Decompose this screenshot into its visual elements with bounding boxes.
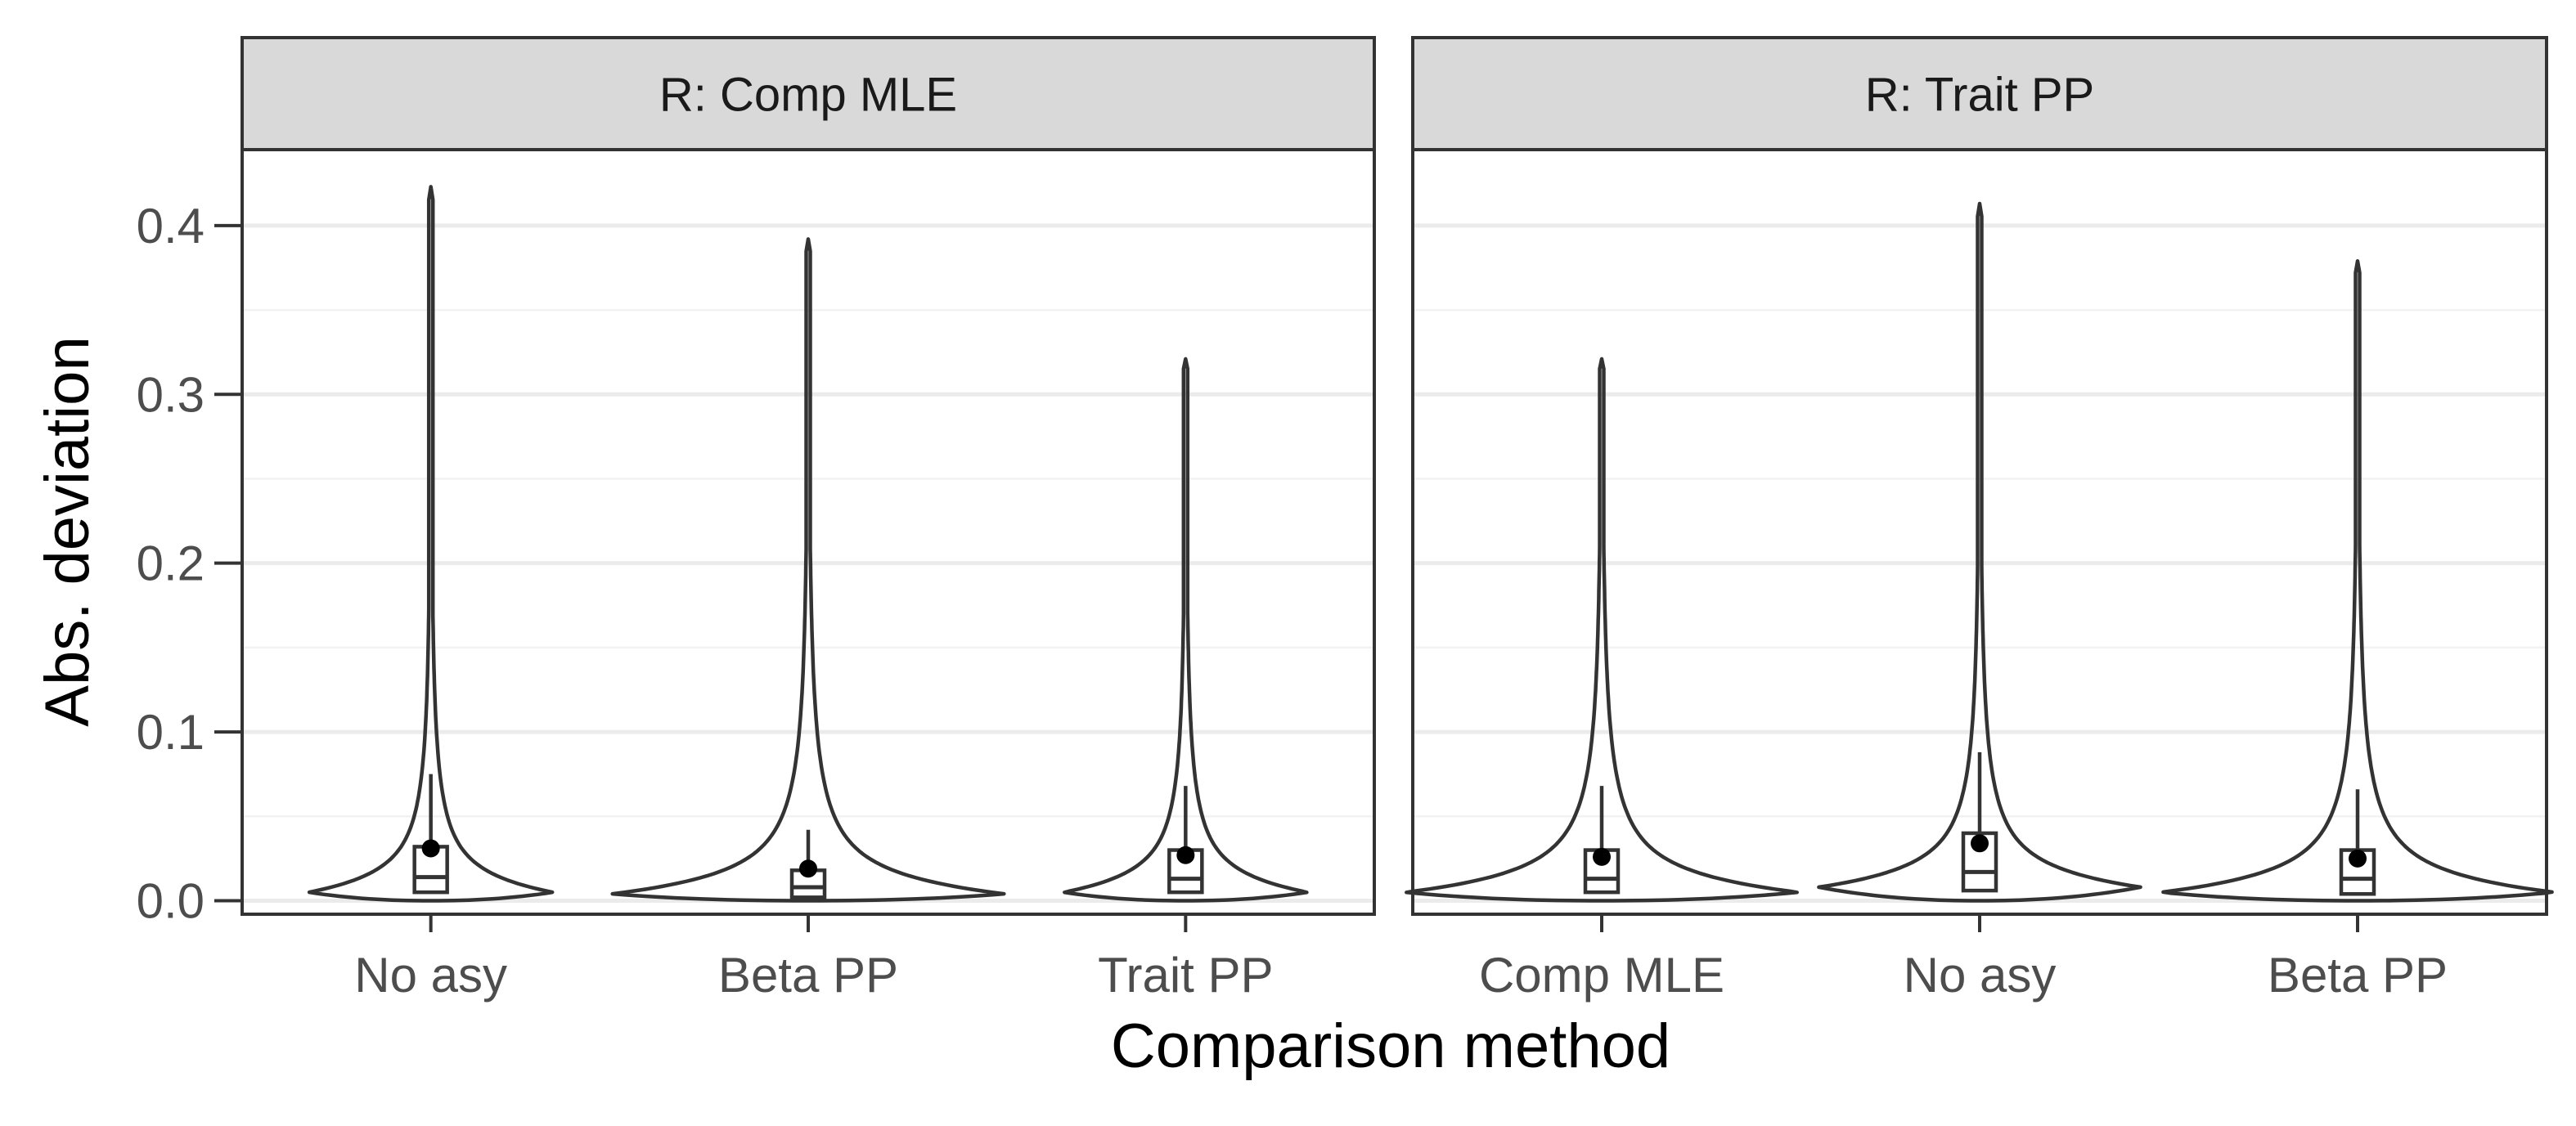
- x-tick-label: No asy: [354, 948, 507, 1003]
- y-tick-label: 0.4: [137, 199, 205, 253]
- y-tick-label: 0.2: [137, 536, 205, 591]
- y-tick-label: 0.1: [137, 705, 205, 760]
- facet-strip-label: R: Comp MLE: [659, 69, 957, 122]
- y-axis-title: Abs. deviation: [33, 336, 102, 726]
- violin: [1063, 357, 1309, 903]
- mean-point: [799, 859, 817, 878]
- facet-strip-label: R: Trait PP: [1865, 69, 2094, 122]
- y-tick-label: 0.0: [137, 873, 205, 928]
- x-tick-label: Trait PP: [1098, 948, 1273, 1003]
- mean-point: [1176, 846, 1195, 864]
- violin: [1817, 201, 2142, 903]
- facet-strip: [241, 36, 1376, 151]
- y-tick-label: 0.3: [137, 367, 205, 422]
- mean-point: [1971, 834, 1989, 853]
- mean-point: [2349, 849, 2367, 868]
- violin: [610, 237, 1006, 903]
- x-axis-title: Comparison method: [1111, 1012, 1670, 1081]
- violin: [1405, 357, 1799, 903]
- violin: [307, 185, 555, 903]
- violin: [2161, 258, 2554, 903]
- panel-border: [241, 148, 1376, 916]
- x-tick-label: Comp MLE: [1479, 948, 1724, 1003]
- x-tick-label: No asy: [1904, 948, 2057, 1003]
- panel-background: [242, 150, 1374, 914]
- x-tick-label: Beta PP: [718, 948, 898, 1003]
- panel-border: [1411, 148, 2548, 916]
- mean-point: [421, 839, 440, 858]
- facet-strip: [1411, 36, 2548, 151]
- mean-point: [1593, 847, 1611, 866]
- x-tick-label: Beta PP: [2268, 948, 2448, 1003]
